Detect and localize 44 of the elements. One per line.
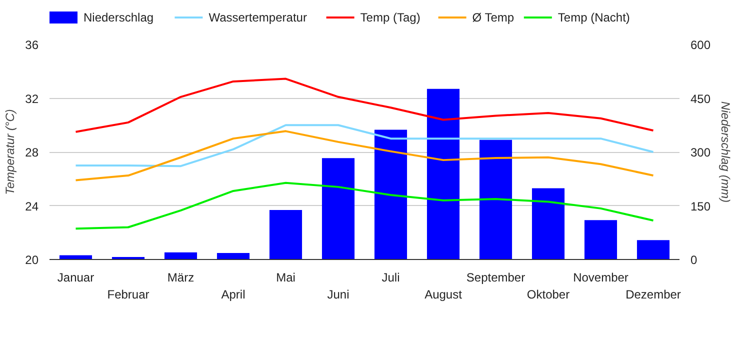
y-tick-label: 20 xyxy=(25,253,39,267)
x-tick-label: Januar xyxy=(57,270,94,284)
legend-label: Temp (Nacht) xyxy=(558,10,630,24)
legend-label: Wassertemperatur xyxy=(208,10,307,24)
x-tick-label: Mai xyxy=(276,270,296,284)
bar xyxy=(584,220,618,260)
x-tick-label: September xyxy=(466,270,526,284)
y2-axis-title: Niederschlag (mm) xyxy=(718,101,733,203)
x-tick-label: März xyxy=(167,270,194,284)
y2-tick-label: 0 xyxy=(690,253,698,267)
x-tick-label: November xyxy=(573,270,628,284)
y2-tick-label: 300 xyxy=(690,146,711,160)
bar xyxy=(59,255,92,260)
line-series xyxy=(74,78,654,133)
bar xyxy=(532,188,565,260)
bar xyxy=(269,210,302,260)
legend-label: Ø Temp xyxy=(472,10,514,24)
y-tick-label: 24 xyxy=(25,199,39,214)
y2-tick-label: 150 xyxy=(690,199,711,214)
x-tick-label: Dezember xyxy=(626,287,681,302)
bar xyxy=(479,140,512,260)
x-tick-label: Juni xyxy=(327,287,350,302)
y-tick-label: 36 xyxy=(25,38,39,52)
legend-label: Niederschlag xyxy=(84,10,154,24)
bar xyxy=(216,253,250,260)
bar xyxy=(636,240,670,260)
y2-tick-label: 450 xyxy=(690,92,711,106)
x-tick-label: Februar xyxy=(107,287,150,302)
x-tick-label: Juli xyxy=(382,270,400,284)
y-tick-label: 28 xyxy=(25,146,39,160)
line-series xyxy=(74,182,654,230)
line-series xyxy=(74,124,654,168)
bar xyxy=(426,88,460,260)
y-tick-label: 32 xyxy=(25,92,39,106)
x-tick-label: April xyxy=(221,287,246,302)
bar xyxy=(322,158,355,260)
bar xyxy=(374,130,408,260)
bar xyxy=(164,252,198,260)
y-axis-title: Temperatur (°C) xyxy=(3,109,18,195)
legend-label: Temp (Tag) xyxy=(360,10,420,24)
x-tick-label: Oktober xyxy=(526,287,570,302)
x-tick-label: August xyxy=(424,287,463,302)
y2-tick-label: 600 xyxy=(690,38,711,52)
line-series xyxy=(74,130,654,182)
